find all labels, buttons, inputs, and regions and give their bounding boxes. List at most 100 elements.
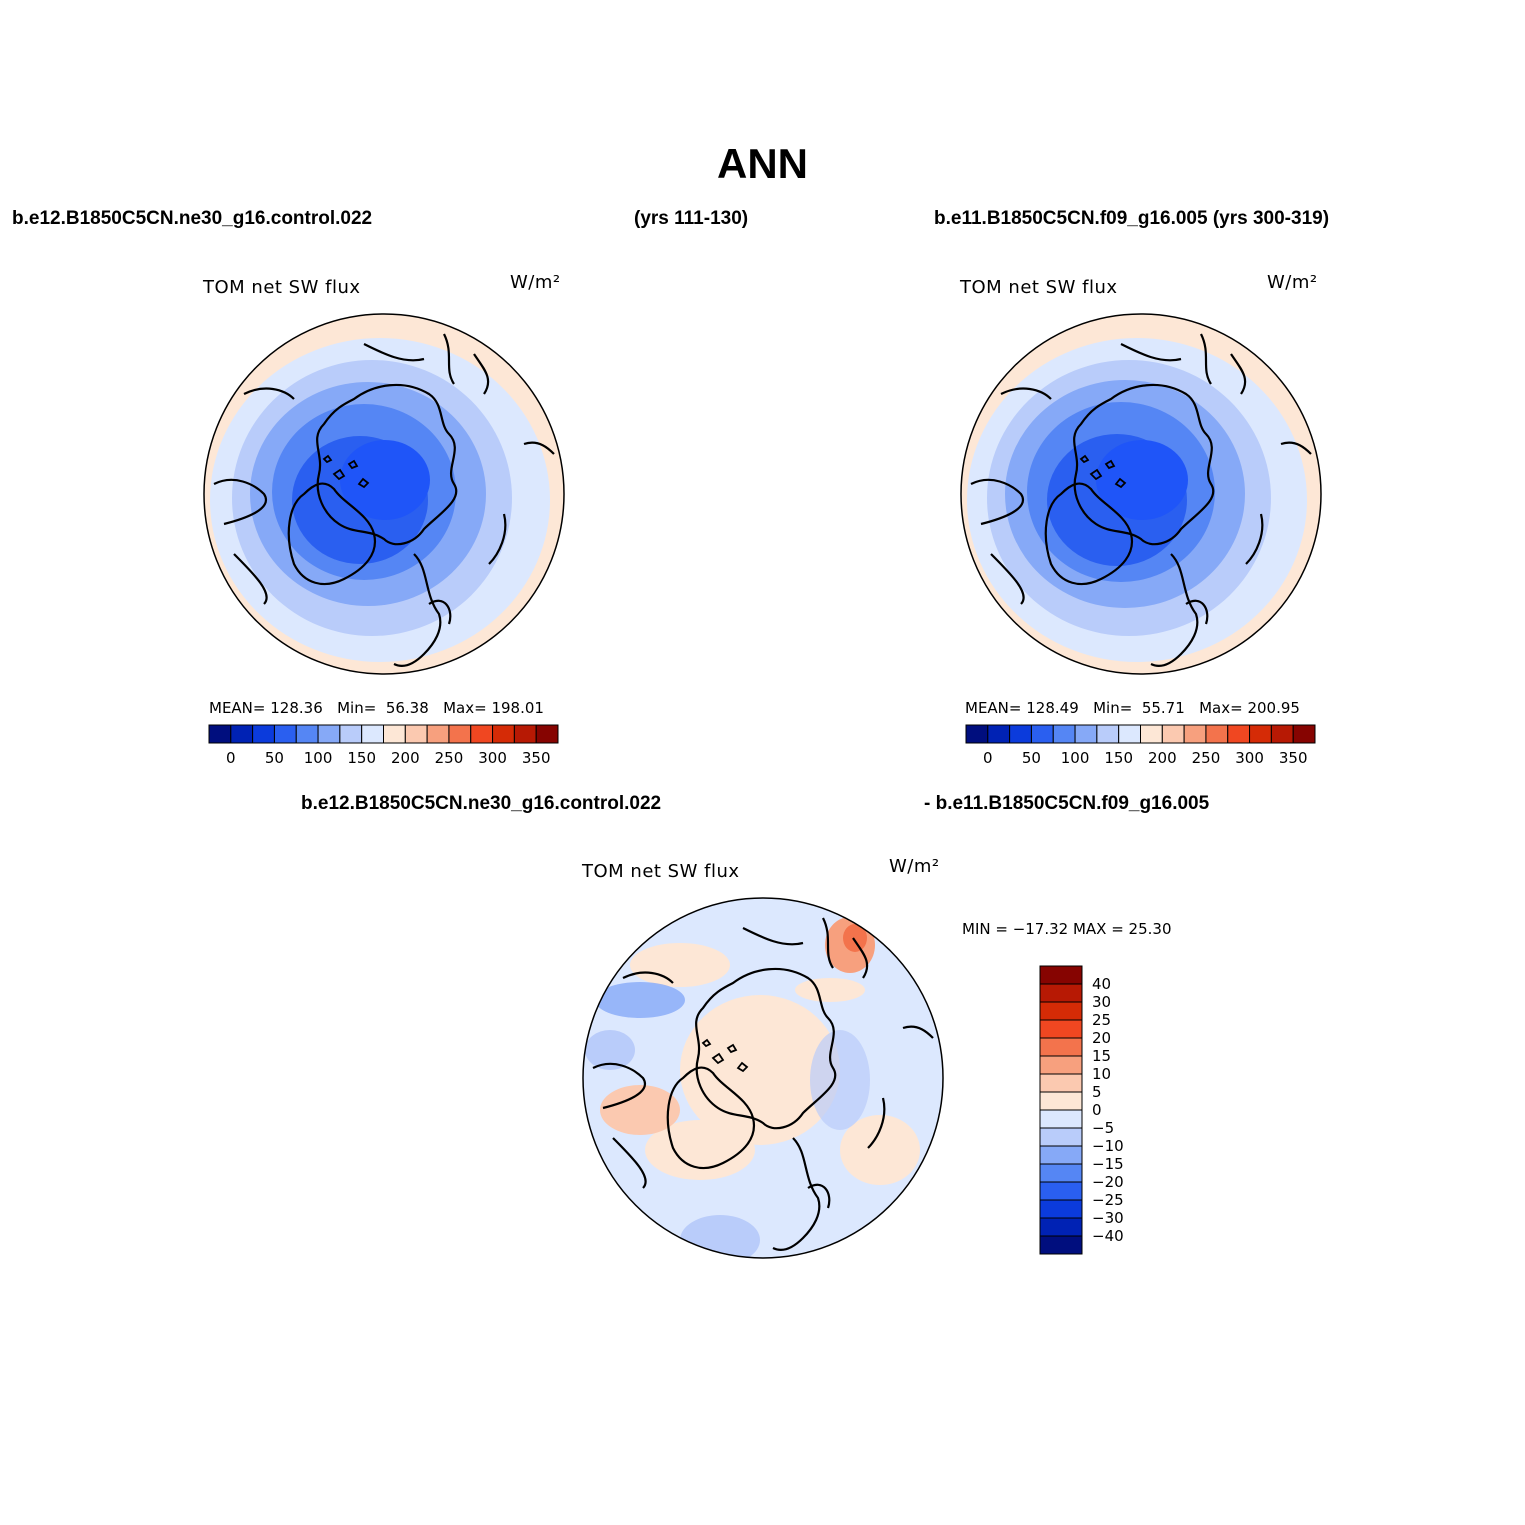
panel3-colorbar-tick-label: −20 — [1092, 1173, 1124, 1191]
panel3-colorbar-tick-label: 40 — [1092, 975, 1112, 993]
panel2-colorbar-swatch — [1270, 724, 1294, 744]
panel1-mean-label: MEAN= — [209, 699, 266, 717]
panel3-colorbar-swatch — [1039, 983, 1083, 1003]
panel3-colorbar-swatch — [1039, 1145, 1083, 1165]
panel2-colorbar-tick-label: 300 — [1235, 749, 1264, 767]
panel1-max-label: Max= — [443, 699, 487, 717]
panel3-colorbar-tick-label: −30 — [1092, 1209, 1124, 1227]
panel3-colorbar-swatch — [1039, 1109, 1083, 1129]
page-title: ANN — [717, 140, 808, 187]
panel3-colorbar-tick-label: 15 — [1092, 1047, 1112, 1065]
panel2-colorbar-swatch — [1096, 724, 1120, 744]
panel1-units-label: W/m² — [510, 272, 561, 293]
panel2-mean-label: MEAN= — [965, 699, 1022, 717]
panel3-colorbar-tick-label: 30 — [1092, 993, 1112, 1011]
panel2-colorbar-tick-label: 50 — [1021, 749, 1041, 767]
panel2-colorbar-swatch — [1205, 724, 1229, 744]
case-left-title: b.e12.B1850C5CN.ne30_g16.control.022 — [12, 208, 373, 229]
diff-right-title: - b.e11.B1850C5CN.f09_g16.005 — [924, 793, 1210, 814]
panel2-colorbar-swatch — [1030, 724, 1054, 744]
panel1-max-value: 198.01 — [491, 699, 544, 717]
panel1-colorbar-swatch — [535, 724, 559, 744]
panel2-max-value: 200.95 — [1247, 699, 1300, 717]
panel1-mean-value: 128.36 — [270, 699, 323, 717]
panel3-colorbar-swatch — [1039, 1091, 1083, 1111]
panel3-colorbar-tick-label: −40 — [1092, 1227, 1124, 1245]
panel1-min-label: Min= — [337, 699, 377, 717]
panel1-colorbar-swatch — [252, 724, 275, 744]
panel3-colorbar-tick-label: 0 — [1092, 1101, 1102, 1119]
panel1-colorbar-swatch — [208, 724, 232, 744]
panel3-colorbar — [1039, 965, 1083, 1255]
panel3-colorbar-tick-label: −5 — [1092, 1119, 1115, 1137]
panel2-colorbar-swatch — [1249, 724, 1272, 744]
panel3-colorbar-swatch — [1039, 1127, 1083, 1147]
panel3-colorbar-swatch — [1039, 1217, 1083, 1237]
panel2-min-label: Min= — [1093, 699, 1133, 717]
panel3-colorbar-tick-label: 25 — [1092, 1011, 1112, 1029]
panel1-colorbar-swatch — [317, 724, 341, 744]
panel1-colorbar-swatch — [470, 724, 494, 744]
panel1-map — [204, 314, 564, 674]
panel3-colorbar-swatch — [1039, 1073, 1083, 1093]
panel1-colorbar-tick-label: 0 — [226, 749, 236, 767]
panel2-colorbar-tick-label: 0 — [983, 749, 993, 767]
panel3-colorbar-swatch — [1039, 1019, 1083, 1039]
panel1-colorbar-tick-label: 200 — [390, 749, 420, 767]
panel3-colorbar-swatch — [1039, 1199, 1083, 1219]
panel3-colorbar-swatch — [1039, 1163, 1083, 1183]
panel3-colorbar-tick-label: −10 — [1092, 1137, 1124, 1155]
panel2-colorbar-swatch — [1161, 724, 1185, 744]
panel2-colorbar-swatch — [1009, 724, 1032, 744]
panel2-variable-label: TOM net SW flux — [960, 277, 1118, 298]
years-left-title: (yrs 111-130) — [634, 208, 749, 229]
panel2-colorbar-swatch — [965, 724, 989, 744]
panel2-map-border — [960, 313, 1322, 675]
case-right-title: b.e11.B1850C5CN.f09_g16.005 (yrs 300-319… — [934, 208, 1330, 229]
panel3-map — [583, 898, 943, 1258]
panel1-min-value: 56.38 — [385, 699, 429, 717]
panel3-variable-label: TOM net SW flux — [582, 861, 740, 882]
panel3-colorbar-tick-label: −15 — [1092, 1155, 1124, 1173]
panel2-colorbar-tick-label: 150 — [1104, 749, 1133, 767]
panel1-colorbar-swatch — [448, 724, 472, 744]
panel1-colorbar-tick-label: 50 — [264, 749, 284, 767]
panel1-colorbar-swatch — [361, 724, 384, 744]
panel3-colorbar-swatch — [1039, 1037, 1083, 1057]
panel1-stats: MEAN= 128.36 Min= 56.38 Max= 198.01 — [209, 699, 544, 717]
panel3-colorbar-swatch — [1039, 1181, 1083, 1201]
panel2-colorbar — [965, 724, 1316, 744]
panel2-mean-value: 128.49 — [1026, 699, 1079, 717]
panel3-colorbar-tick-label: −25 — [1092, 1191, 1124, 1209]
panel3-colorbar-swatch — [1039, 1001, 1083, 1021]
panel1-colorbar-tick-label: 100 — [303, 749, 333, 767]
panel2-colorbar-swatch — [1118, 724, 1141, 744]
panel1-colorbar-swatch — [426, 724, 450, 744]
panel1-colorbar-tick-label: 150 — [347, 749, 376, 767]
panel1-colorbar — [208, 724, 559, 744]
panel2-colorbar-tick-label: 200 — [1147, 749, 1177, 767]
panel1-colorbar-swatch — [273, 724, 297, 744]
panel1-variable-label: TOM net SW flux — [203, 277, 361, 298]
panel1-colorbar-tick-label: 350 — [521, 749, 551, 767]
panel1-colorbar-swatch — [230, 724, 254, 744]
panel3-colorbar-tick-label: 5 — [1092, 1083, 1102, 1101]
panel1-colorbar-swatch — [513, 724, 537, 744]
panel1-colorbar-swatch — [492, 724, 515, 744]
panel3-stats: MIN = −17.32 MAX = 25.30 — [962, 920, 1172, 938]
panel1-colorbar-tick-label: 300 — [478, 749, 507, 767]
panel2-colorbar-swatch — [1140, 724, 1163, 744]
panel2-min-value: 55.71 — [1141, 699, 1185, 717]
panel3-colorbar-tick-label: 10 — [1092, 1065, 1112, 1083]
panel2-colorbar-tick-label: 250 — [1191, 749, 1221, 767]
panel1-colorbar-tick-label: 250 — [434, 749, 464, 767]
panel2-map — [961, 314, 1321, 674]
panel2-colorbar-swatch — [1052, 724, 1076, 744]
panel1-colorbar-swatch — [404, 724, 428, 744]
panel2-max-label: Max= — [1199, 699, 1243, 717]
panel2-colorbar-swatch — [1292, 724, 1316, 744]
panel1-map-border — [203, 313, 565, 675]
panel2-colorbar-swatch — [1074, 724, 1098, 744]
panel3-map-border — [582, 897, 944, 1259]
